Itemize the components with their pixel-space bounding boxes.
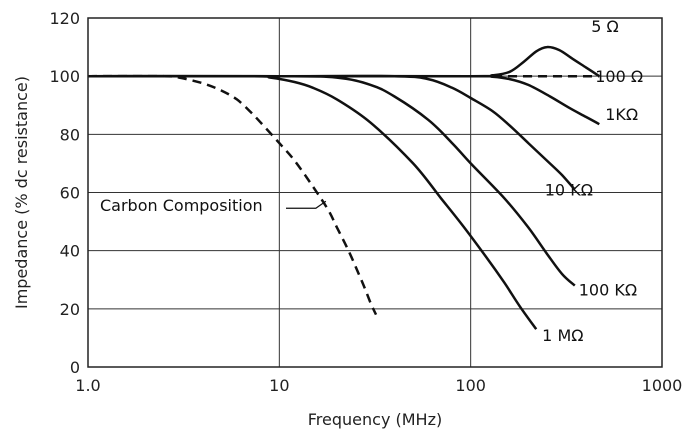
annotation-label: Carbon Composition bbox=[100, 196, 263, 215]
y-tick-label: 120 bbox=[49, 9, 80, 28]
series-label-10-k: 10 KΩ bbox=[545, 181, 593, 200]
y-tick-label: 80 bbox=[60, 125, 80, 144]
series-labels: 5 Ω 100 Ω 1KΩ 10 KΩ 100 KΩ 1 MΩ Carbon Composi… bbox=[100, 17, 643, 345]
y-tick-label: 100 bbox=[49, 67, 80, 86]
y-tick-label: 20 bbox=[60, 300, 80, 319]
series-line-100-k bbox=[87, 74, 576, 287]
plot-frame bbox=[87, 17, 663, 368]
series-line-5 bbox=[88, 45, 600, 78]
series-line-10-k bbox=[88, 74, 576, 191]
y-axis-title: Impedance (% dc resistance) bbox=[12, 76, 31, 309]
series-label-100-k: 100 KΩ bbox=[579, 281, 637, 300]
y-tick-label: 0 bbox=[70, 358, 80, 377]
x-tick-label: 1000 bbox=[642, 376, 683, 395]
annotation-leader-line bbox=[286, 200, 327, 209]
series-label-1k: 1KΩ bbox=[605, 105, 638, 124]
series-line-carbon-composition bbox=[87, 74, 378, 316]
series-label-5: 5 Ω bbox=[591, 17, 619, 36]
y-tick-label: 60 bbox=[60, 184, 80, 203]
x-tick-label: 10 bbox=[269, 376, 289, 395]
series-label-1-m: 1 MΩ bbox=[542, 326, 583, 345]
tick-labels: 0 20 40 60 80 100 120 1.0 10 100 1000 bbox=[49, 9, 682, 395]
x-axis-title: Frequency (MHz) bbox=[308, 410, 442, 429]
y-tick-label: 40 bbox=[60, 242, 80, 261]
series-label-100: 100 Ω bbox=[595, 67, 643, 86]
series-line-1-m bbox=[87, 74, 538, 330]
series-group bbox=[87, 45, 600, 330]
x-tick-label: 100 bbox=[455, 376, 486, 395]
x-tick-label: 1.0 bbox=[75, 376, 100, 395]
series-line-1k bbox=[88, 74, 600, 126]
